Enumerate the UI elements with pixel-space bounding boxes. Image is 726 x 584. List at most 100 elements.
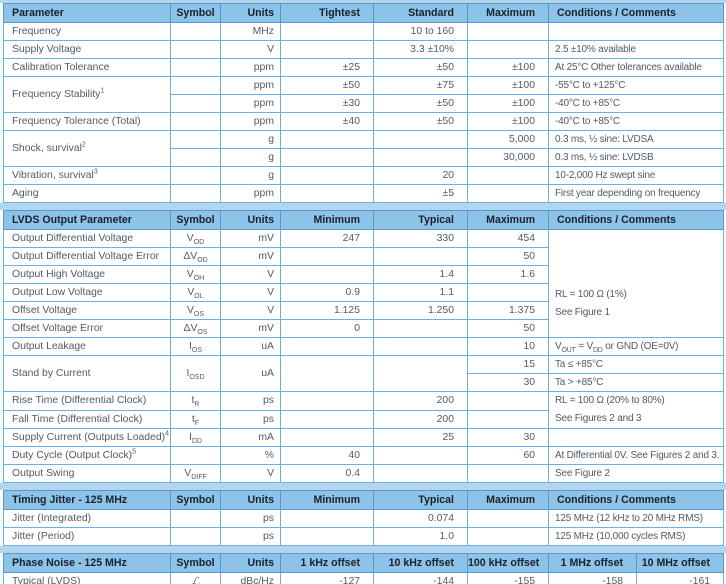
standard-cell: ±50 xyxy=(373,58,468,77)
max-cell xyxy=(467,283,549,302)
table-row: Supply Current (Outputs Loaded)4 IDD mA … xyxy=(3,428,724,447)
header-parameter: Parameter xyxy=(3,3,171,23)
typ-cell xyxy=(373,446,468,465)
units-cell: V xyxy=(220,283,281,302)
symbol-cell: VDIFF xyxy=(170,464,221,483)
standard-cell: ±50 xyxy=(373,112,468,131)
typ-cell: 330 xyxy=(373,229,468,248)
typ-cell xyxy=(373,319,468,338)
cond-cell: 125 MHz (12 kHz to 20 MHz RMS) xyxy=(548,509,724,528)
param-cell: Rise Time (Differential Clock) xyxy=(3,391,171,411)
header-symbol: Symbol xyxy=(170,490,221,510)
min-cell: 0.9 xyxy=(280,283,374,302)
spec-table-general: Parameter Symbol Units Tightest Standard… xyxy=(3,3,724,203)
table-row: Aging ppm ±5 First year depending on fre… xyxy=(3,184,724,203)
max-cell: 30 xyxy=(467,373,549,392)
maximum-cell: ±100 xyxy=(467,94,549,113)
maximum-cell xyxy=(467,40,549,59)
symbol-cell xyxy=(170,509,221,528)
max-cell: 1.375 xyxy=(467,301,549,320)
spec-table-timing-jitter: Timing Jitter - 125 MHz Symbol Units Min… xyxy=(3,490,724,546)
header-minimum: Minimum xyxy=(280,210,374,230)
tightest-cell xyxy=(280,166,374,185)
typ-cell xyxy=(373,247,468,266)
footnote-marker: 2 xyxy=(81,141,86,149)
symbol-cell xyxy=(170,130,221,149)
units-cell: ppm xyxy=(220,112,281,131)
table-row: Supply Voltage V 3.3 ±10% 2.5 ±10% avail… xyxy=(3,40,724,59)
tightest-cell: ±30 xyxy=(280,94,374,113)
typ-cell: 200 xyxy=(373,409,468,429)
min-cell xyxy=(280,355,374,392)
max-cell: 60 xyxy=(467,446,549,465)
units-cell: ps xyxy=(220,409,281,429)
header-standard: Standard xyxy=(373,3,468,23)
min-cell: 247 xyxy=(280,229,374,248)
table-row: Jitter (Period) ps 1.0 125 MHz (10,000 c… xyxy=(3,527,724,546)
symbol-cell xyxy=(170,112,221,131)
section-separator-band xyxy=(0,546,726,553)
spec-table-lvds-output: LVDS Output Parameter Symbol Units Minim… xyxy=(3,210,724,483)
units-cell: V xyxy=(220,301,281,320)
table-row: Offset Voltage VOS V 1.125 1.250 1.375 xyxy=(3,301,724,320)
header-symbol: Symbol xyxy=(170,3,221,23)
standard-cell: ±50 xyxy=(373,94,468,113)
symbol-cell xyxy=(170,166,221,185)
cond-cell: -55°C to +125°C xyxy=(548,76,724,95)
table-row: Output High Voltage VOH V 1.4 1.6 xyxy=(3,265,724,284)
maximum-cell xyxy=(467,22,549,41)
top-separator-band xyxy=(0,0,726,3)
table-row: Output Low Voltage VOL V 0.9 1.1 xyxy=(3,283,724,302)
section-separator-band xyxy=(0,483,726,490)
header-units: Units xyxy=(220,553,281,573)
max-cell: 10 xyxy=(467,337,549,356)
standard-cell: ±5 xyxy=(373,184,468,203)
units-cell: MHz xyxy=(220,22,281,41)
header-10khz-offset: 10 kHz offset xyxy=(373,553,468,573)
table-row: Vibration, survival3 g 20 10-2,000 Hz sw… xyxy=(3,166,724,185)
symbol-cell: IOS xyxy=(170,337,221,356)
footnote-marker: 4 xyxy=(165,430,169,438)
spec-table-phase-noise: Phase Noise - 125 MHz Symbol Units 1 kHz… xyxy=(3,553,724,584)
table-row: Calibration Tolerance ppm ±25 ±50 ±100 A… xyxy=(3,58,724,77)
cond-line: See Figure 1 xyxy=(555,307,610,318)
cond-cell: -40°C to +85°C xyxy=(548,94,724,113)
table-row: Jitter (Integrated) ps 0.074 125 MHz (12… xyxy=(3,509,724,528)
units-cell: ppm xyxy=(220,184,281,203)
header-row: Phase Noise - 125 MHz Symbol Units 1 kHz… xyxy=(3,553,724,573)
maximum-cell xyxy=(467,184,549,203)
param-cell: Calibration Tolerance xyxy=(3,58,171,77)
header-conditions: Conditions / Comments xyxy=(548,210,724,230)
min-cell: 0.4 xyxy=(280,464,374,483)
cond-cell: RL = 100 Ω (1%) See Figure 1 xyxy=(548,229,724,338)
tightest-cell: ±40 xyxy=(280,112,374,131)
footnote-marker: 1 xyxy=(100,87,105,95)
standard-cell xyxy=(373,130,468,149)
min-cell: 1.125 xyxy=(280,301,374,320)
units-cell: ppm xyxy=(220,94,281,113)
header-parameter: Phase Noise - 125 MHz xyxy=(3,553,171,573)
max-cell: 15 xyxy=(467,355,549,374)
table-row: Typical (LVDS) ℒ dBc/Hz -127 -144 -155 -… xyxy=(3,572,724,584)
tightest-cell: ±50 xyxy=(280,76,374,95)
cond-line: RL = 100 Ω (20% to 80%) xyxy=(555,395,665,406)
header-maximum: Maximum xyxy=(467,490,549,510)
symbol-cell xyxy=(170,527,221,546)
tightest-cell xyxy=(280,184,374,203)
param-cell: Jitter (Period) xyxy=(3,527,171,546)
cond-cell: Ta > +85°C xyxy=(548,373,724,392)
cond-cell: First year depending on frequency xyxy=(548,184,724,203)
symbol-cell: IDD xyxy=(170,428,221,447)
units-cell: ppm xyxy=(220,76,281,95)
param-cell: Output High Voltage xyxy=(3,265,171,284)
header-1khz-offset: 1 kHz offset xyxy=(280,553,374,573)
max-cell xyxy=(467,509,549,528)
symbol-cell: ΔVOS xyxy=(170,319,221,338)
symbol-cell: IOSD xyxy=(170,355,221,392)
maximum-cell: 30,000 xyxy=(467,148,549,167)
max-cell: 50 xyxy=(467,247,549,266)
param-cell: Output Differential Voltage xyxy=(3,229,171,248)
units-cell: ps xyxy=(220,391,281,411)
units-cell: g xyxy=(220,148,281,167)
cond-cell: 125 MHz (10,000 cycles RMS) xyxy=(548,527,724,546)
